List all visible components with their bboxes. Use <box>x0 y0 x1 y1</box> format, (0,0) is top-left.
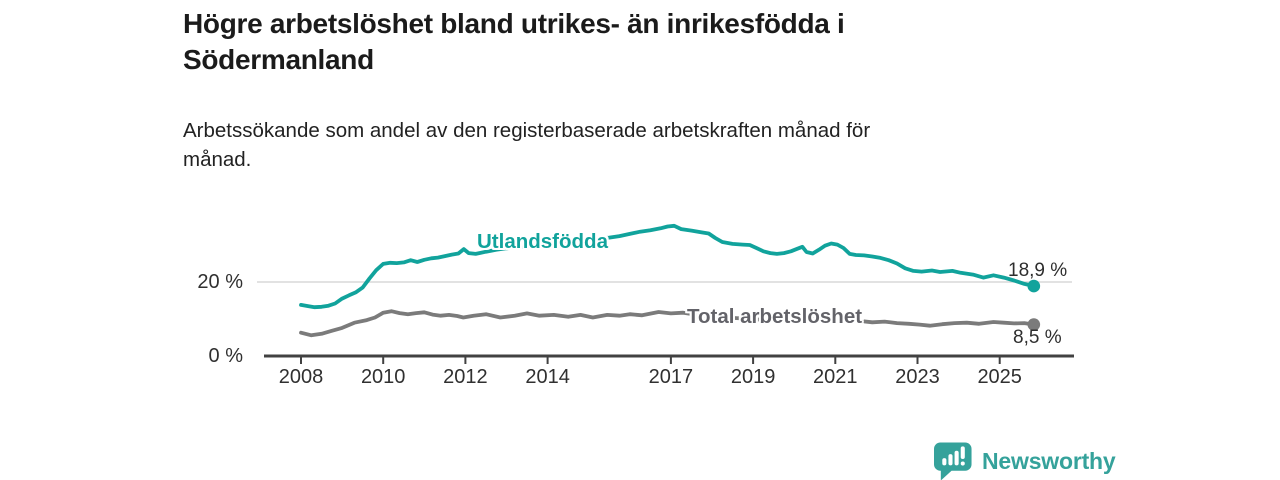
x-axis-tick-label-2017: 2017 <box>648 366 694 388</box>
bar-chart-exclamation-icon <box>934 442 972 480</box>
x-axis-tick-label-2010: 2010 <box>360 366 406 388</box>
series-line-utlandsfodda <box>299 223 1036 310</box>
newsworthy-logo: Newsworthy <box>934 441 1184 480</box>
series-line-total <box>299 309 1036 338</box>
subtitle-line-1: Arbetssökande som andel av den registerb… <box>183 119 871 142</box>
x-axis-tick-label-2012: 2012 <box>443 366 488 388</box>
x-axis-tick-label-2019: 2019 <box>730 366 776 388</box>
title-line-2: Södermanland <box>183 44 374 75</box>
subtitle-line-2: månad. <box>183 148 252 171</box>
newsworthy-wordmark: Newsworthy <box>982 447 1116 474</box>
end-value-label-utlandsfodda: 18,9 % <box>1008 260 1068 281</box>
x-axis-tick-label-2008: 2008 <box>278 366 324 388</box>
x-axis-tick-label-2021: 2021 <box>813 366 858 388</box>
x-axis-tick-label-2014: 2014 <box>525 366 570 388</box>
series-label-total-arbetsloshet: Total arbetslöshet <box>687 305 863 328</box>
page-title: Högre arbetslöshet bland utrikes- än inr… <box>183 6 1083 78</box>
end-dot-total <box>1027 318 1041 331</box>
title-line-1: Högre arbetslöshet bland utrikes- än inr… <box>183 8 845 39</box>
end-value-label-total: 8,5 % <box>1013 327 1062 348</box>
x-axis-tick-label-2025: 2025 <box>977 366 1022 388</box>
end-dot-utlandsfodda <box>1027 279 1041 293</box>
series-label-utlandsfodda: Utlandsfödda <box>477 230 608 253</box>
y-axis-tick-label-0: 0 % <box>208 345 243 367</box>
y-axis-tick-label-20: 20 % <box>197 271 243 293</box>
chart-subtitle: Arbetssökande som andel av den registerb… <box>183 116 1083 174</box>
x-axis-tick-label-2023: 2023 <box>895 366 940 388</box>
